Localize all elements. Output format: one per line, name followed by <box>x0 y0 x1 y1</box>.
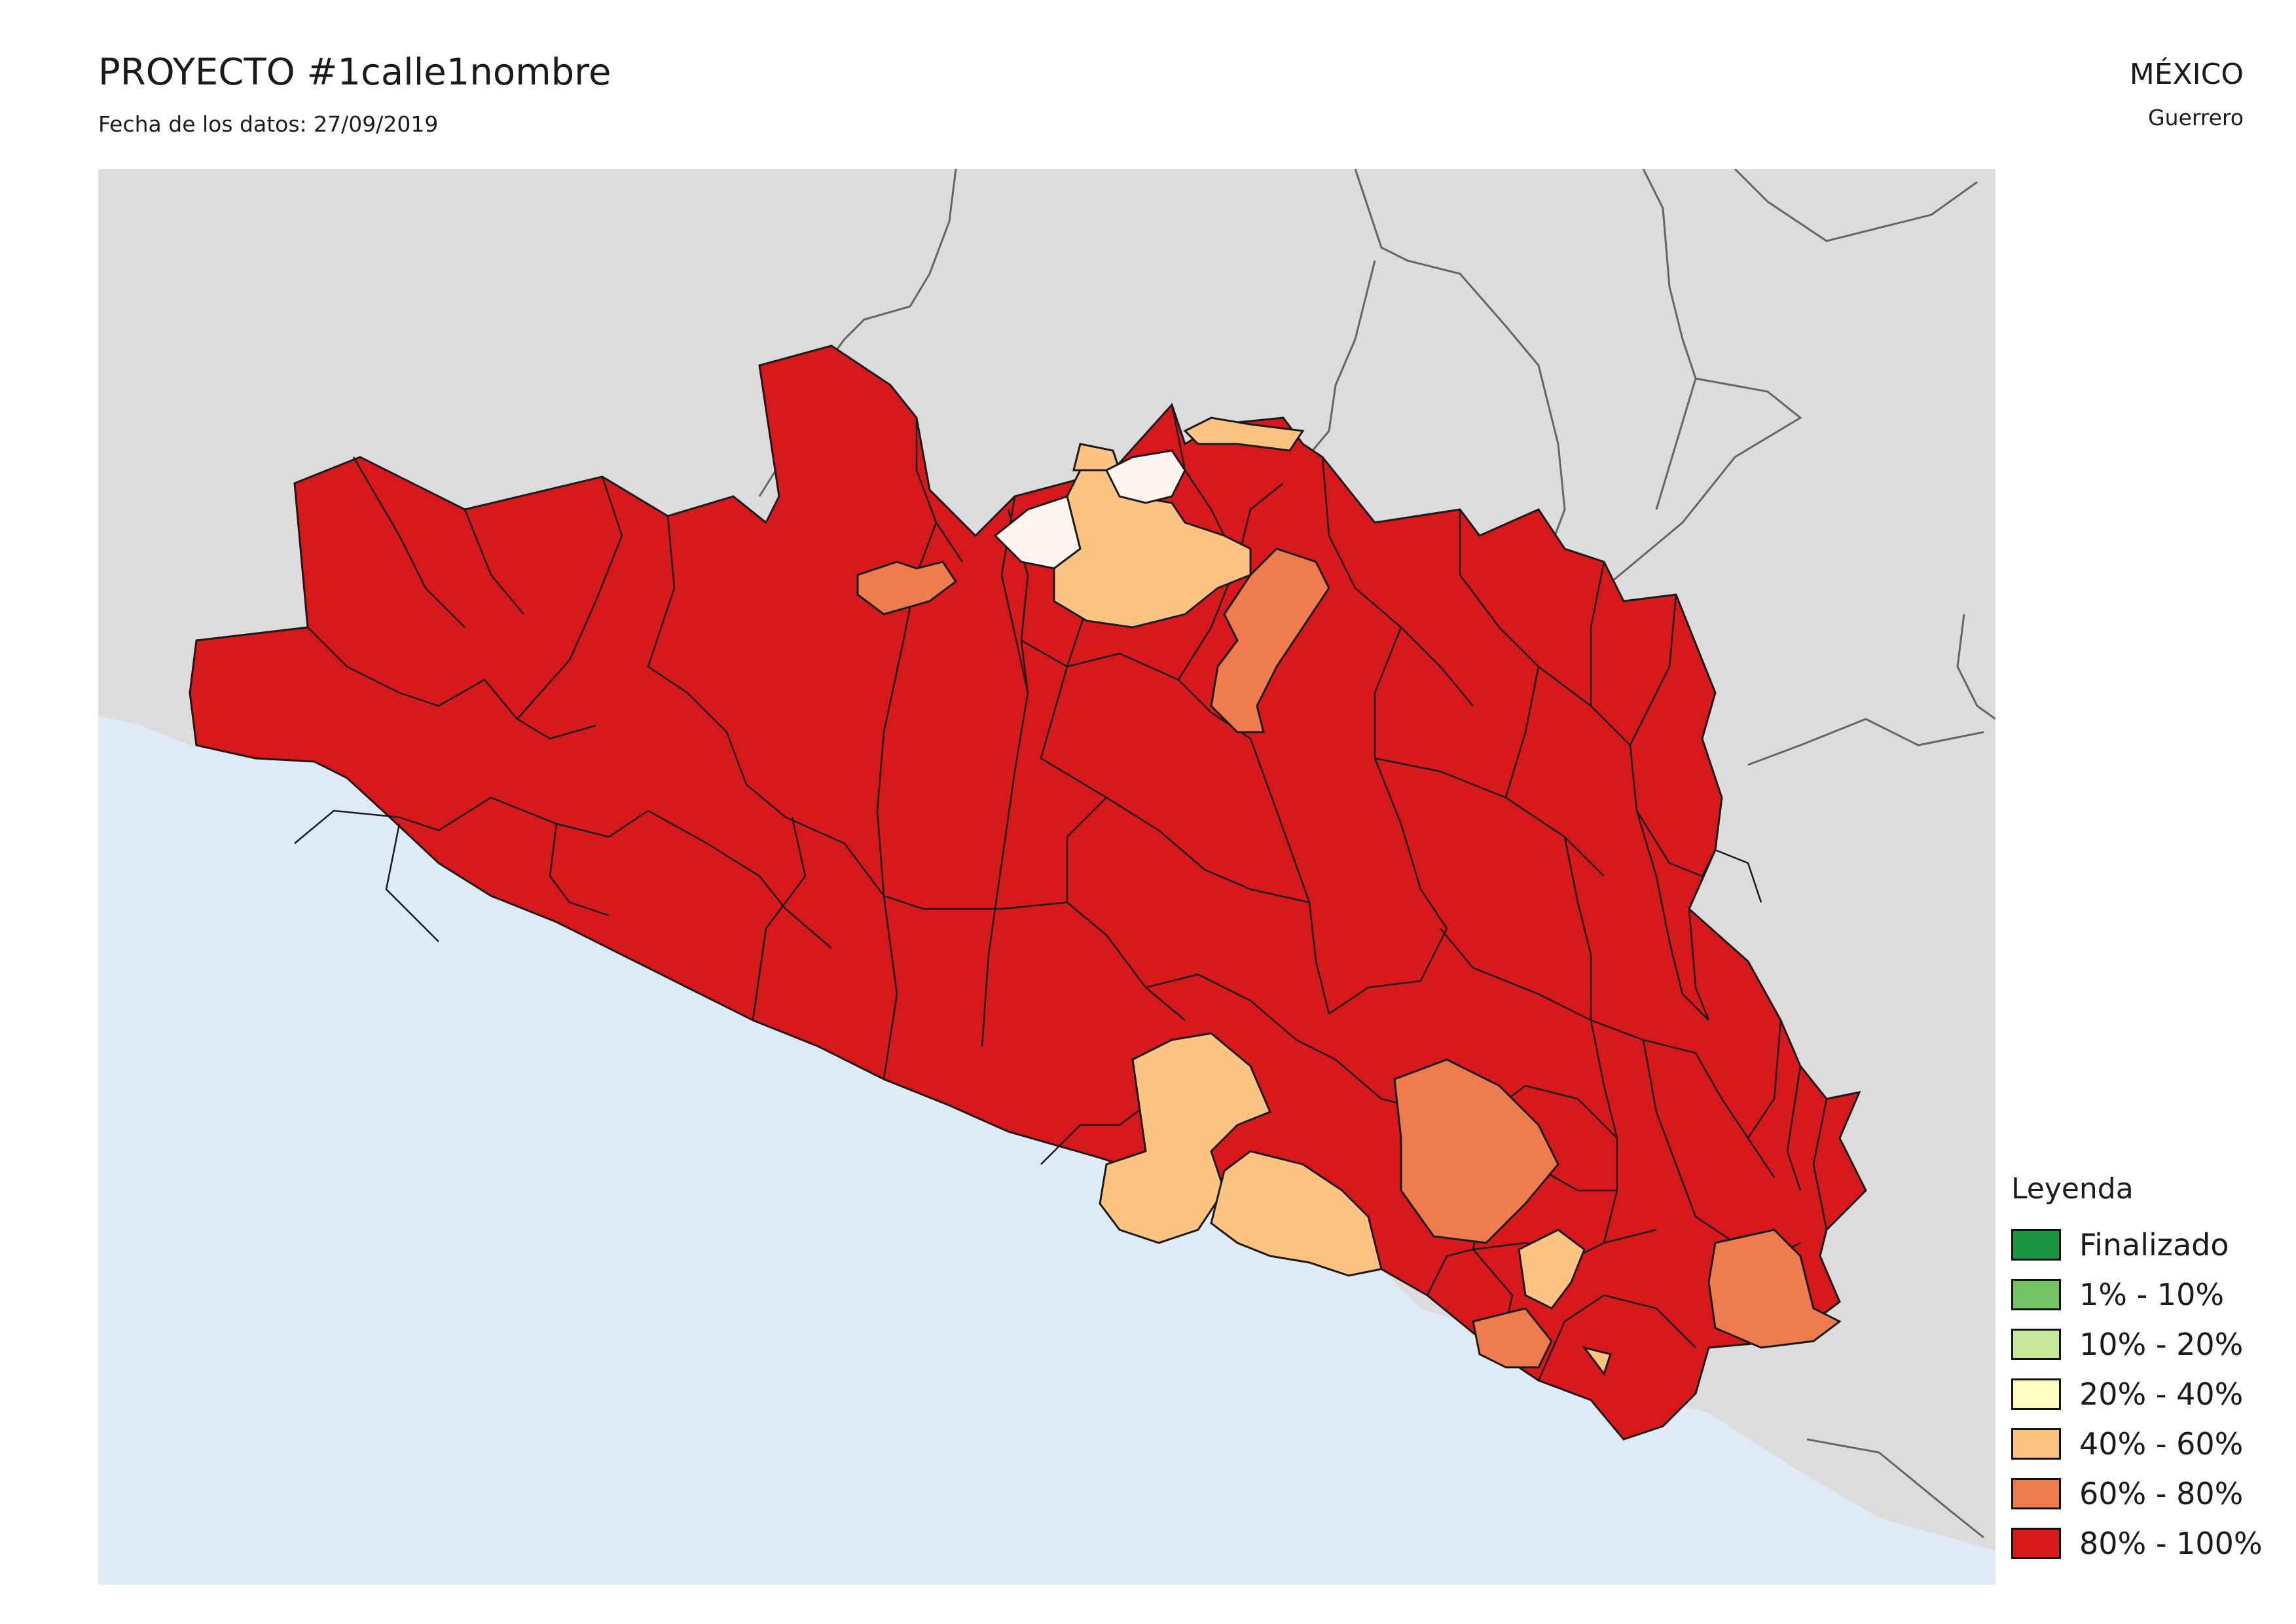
legend-item: 1% - 10% <box>2011 1270 2286 1320</box>
legend-swatch <box>2011 1378 2061 1410</box>
legend-label: 1% - 10% <box>2079 1277 2225 1312</box>
legend-item: 20% - 40% <box>2011 1369 2286 1419</box>
legend-item: 80% - 100% <box>2011 1519 2286 1568</box>
legend: Leyenda Finalizado 1% - 10% 10% - 20% 20… <box>2011 1172 2286 1568</box>
regions-20-40 <box>993 449 1186 570</box>
legend-label: 10% - 20% <box>2079 1327 2244 1362</box>
data-date: Fecha de los datos: 27/09/2019 <box>98 111 439 137</box>
legend-item: 60% - 80% <box>2011 1469 2286 1519</box>
legend-swatch <box>2011 1528 2061 1559</box>
legend-item: 40% - 60% <box>2011 1419 2286 1469</box>
country-label: MÉXICO <box>2129 58 2244 91</box>
regions-40-60 <box>1053 416 1612 1376</box>
regions-60-80 <box>856 547 1842 1369</box>
legend-label: Finalizado <box>2079 1227 2229 1263</box>
map-canvas <box>98 169 1995 1585</box>
map-title: PROYECTO #1calle1nombre <box>98 51 611 94</box>
legend-label: 80% - 100% <box>2079 1526 2263 1561</box>
municipality-borders <box>294 404 1828 1381</box>
legend-swatch <box>2011 1229 2061 1261</box>
legend-swatch <box>2011 1279 2061 1310</box>
legend-title: Leyenda <box>2011 1172 2134 1206</box>
legend-swatch <box>2011 1428 2061 1460</box>
legend-label: 40% - 60% <box>2079 1426 2244 1462</box>
state-label: Guerrero <box>2148 105 2244 130</box>
map-frame <box>98 169 1995 1585</box>
legend-label: 20% - 40% <box>2079 1376 2244 1412</box>
legend-item: 10% - 20% <box>2011 1320 2286 1369</box>
legend-swatch <box>2011 1478 2061 1509</box>
legend-item: Finalizado <box>2011 1220 2286 1270</box>
legend-swatch <box>2011 1329 2061 1360</box>
legend-label: 60% - 80% <box>2079 1476 2244 1511</box>
